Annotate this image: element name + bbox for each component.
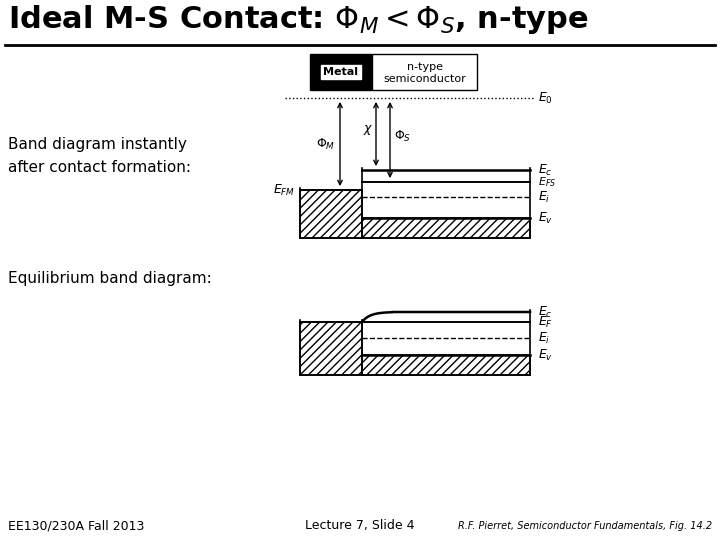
Text: $E_i$: $E_i$ — [538, 190, 550, 205]
Text: $\Phi_S$: $\Phi_S$ — [394, 129, 411, 144]
Bar — [300, 190, 362, 238]
Text: $E_v$: $E_v$ — [538, 347, 553, 362]
Text: $E_v$: $E_v$ — [538, 211, 553, 226]
Text: Band diagram instantly: Band diagram instantly — [8, 138, 187, 152]
Text: after contact formation:: after contact formation: — [8, 160, 191, 176]
Text: $E_i$: $E_i$ — [538, 330, 550, 346]
Text: $\Phi_M$: $\Phi_M$ — [316, 137, 335, 152]
Text: $E_c$: $E_c$ — [538, 163, 552, 178]
Text: $E_c$: $E_c$ — [538, 305, 552, 320]
Text: n-type: n-type — [407, 62, 443, 72]
Text: Ideal M-S Contact: $\Phi_M < \Phi_S$, n-type: Ideal M-S Contact: $\Phi_M < \Phi_S$, n-… — [8, 3, 588, 37]
Bar — [310, 54, 372, 90]
Text: $E_{FS}$: $E_{FS}$ — [538, 175, 556, 189]
Text: $E_{FM}$: $E_{FM}$ — [273, 183, 295, 198]
Bar — [362, 355, 530, 375]
Bar — [372, 54, 477, 90]
Bar — [300, 322, 362, 375]
Text: semiconductor: semiconductor — [383, 74, 466, 84]
Text: $E_F$: $E_F$ — [538, 314, 553, 329]
Text: $E_0$: $E_0$ — [538, 90, 553, 105]
Bar — [362, 218, 530, 238]
Text: R.F. Pierret, Semiconductor Fundamentals, Fig. 14.2: R.F. Pierret, Semiconductor Fundamentals… — [458, 521, 712, 531]
Text: $\chi$: $\chi$ — [363, 123, 373, 137]
Text: Metal: Metal — [323, 67, 359, 77]
Text: Equilibrium band diagram:: Equilibrium band diagram: — [8, 271, 212, 286]
Text: EE130/230A Fall 2013: EE130/230A Fall 2013 — [8, 519, 145, 532]
Text: Lecture 7, Slide 4: Lecture 7, Slide 4 — [305, 519, 415, 532]
